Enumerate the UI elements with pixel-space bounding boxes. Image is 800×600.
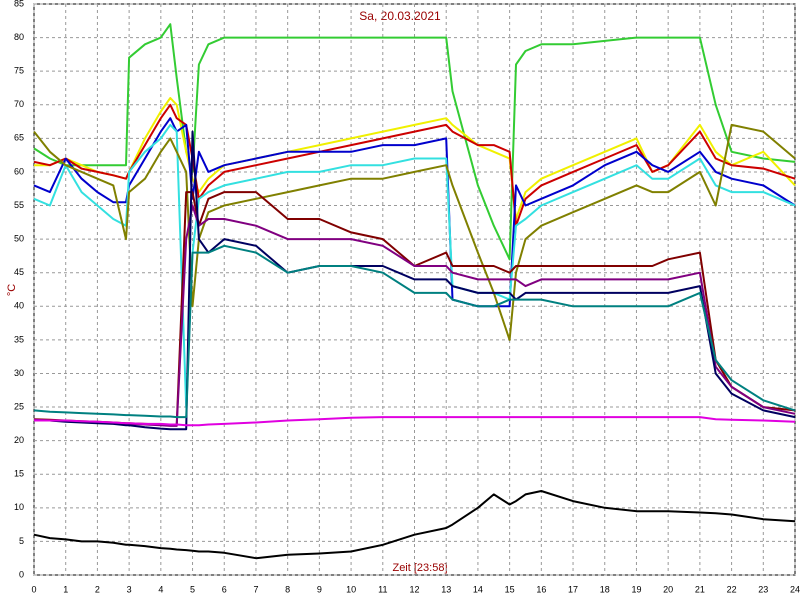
x-tick-label: 12 xyxy=(409,584,419,594)
x-tick-label: 19 xyxy=(631,584,641,594)
x-tick-label: 18 xyxy=(600,584,610,594)
lines xyxy=(33,23,796,560)
y-tick-label: 75 xyxy=(14,66,24,76)
x-tick-label: 2 xyxy=(95,584,100,594)
y-tick-label: 0 xyxy=(19,569,24,579)
x-tick-label: 24 xyxy=(790,584,800,594)
x-tick-label: 8 xyxy=(285,584,290,594)
x-tick-label: 13 xyxy=(441,584,451,594)
x-tick-label: 23 xyxy=(758,584,768,594)
series-line xyxy=(33,244,796,419)
y-tick-label: 15 xyxy=(14,469,24,479)
y-axis-label: °C xyxy=(6,284,18,296)
x-tick-label: 17 xyxy=(568,584,578,594)
x-tick-label: 11 xyxy=(378,584,387,594)
y-tick-label: 55 xyxy=(14,200,24,210)
y-tick-label: 30 xyxy=(14,368,24,378)
y-tick-label: 45 xyxy=(14,267,24,277)
x-tick-label: 9 xyxy=(317,584,322,594)
x-tick-label: 3 xyxy=(127,584,132,594)
y-tick-label: 60 xyxy=(14,166,24,176)
x-tick-label: 1 xyxy=(63,584,68,594)
x-tick-label: 4 xyxy=(158,584,163,594)
x-tick-label: 7 xyxy=(253,584,258,594)
y-tick-label: 20 xyxy=(14,435,24,445)
x-tick-label: 22 xyxy=(727,584,737,594)
x-tick-label: 16 xyxy=(536,584,546,594)
y-tick-label: 85 xyxy=(14,0,24,8)
x-axis-label: Zeit [23:58] xyxy=(392,562,447,574)
series-line xyxy=(33,123,796,409)
series-line xyxy=(33,23,796,261)
y-tick-label: 50 xyxy=(14,233,24,243)
series-line xyxy=(33,123,796,341)
y-tick-label: 65 xyxy=(14,133,24,143)
y-tick-label: 80 xyxy=(14,32,24,42)
x-tick-label: 0 xyxy=(31,584,36,594)
x-tick-label: 5 xyxy=(190,584,195,594)
x-tick-label: 21 xyxy=(695,584,705,594)
y-tick-label: 35 xyxy=(14,334,24,344)
series-line xyxy=(34,416,796,427)
x-tick-label: 6 xyxy=(222,584,227,594)
y-tick-label: 40 xyxy=(14,301,24,311)
y-tick-label: 25 xyxy=(14,401,24,411)
y-tick-label: 10 xyxy=(14,502,24,512)
series-line xyxy=(33,490,796,560)
grid xyxy=(33,3,796,576)
x-tick-label: 20 xyxy=(663,584,673,594)
y-tick-label: 70 xyxy=(14,99,24,109)
y-tick-label: 5 xyxy=(19,536,24,546)
chart-title: Sa, 20.03.2021 xyxy=(359,9,441,23)
x-tick-label: 10 xyxy=(346,584,356,594)
x-tick-label: 14 xyxy=(473,584,483,594)
x-tick-label: 15 xyxy=(505,584,515,594)
